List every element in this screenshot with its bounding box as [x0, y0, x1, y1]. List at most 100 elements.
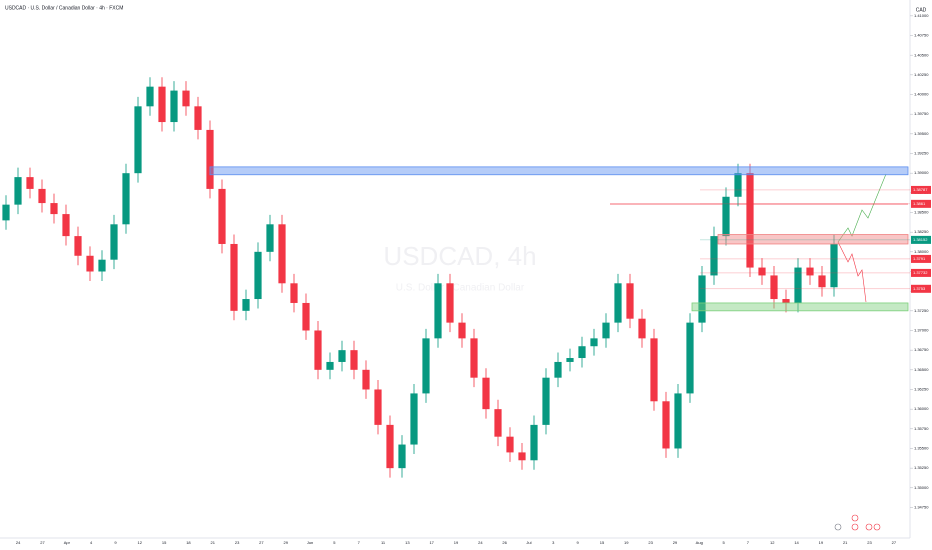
candle-body: [818, 275, 826, 288]
price-tag-label: 1.3753: [913, 286, 926, 291]
candle-body: [530, 424, 538, 461]
x-tick-label: 18: [186, 540, 191, 545]
candle-body: [662, 401, 670, 449]
candle-body: [806, 267, 814, 276]
candle-body: [242, 299, 250, 311]
x-tick-label: 12: [138, 540, 143, 545]
y-tick-label: 1.39000: [914, 170, 929, 175]
candle-body: [710, 236, 718, 276]
candle-body: [362, 369, 370, 390]
y-tick-label: 1.38500: [914, 210, 929, 215]
x-tick-label: 5: [722, 540, 725, 545]
candle-body: [290, 283, 298, 303]
candle-body: [74, 236, 82, 256]
x-tick-label: 29: [673, 540, 678, 545]
candle-body: [338, 350, 346, 362]
candle-body: [482, 377, 490, 410]
bearish-projection: [837, 241, 867, 303]
candle-body: [830, 243, 838, 288]
x-tick-label: 19: [819, 540, 824, 545]
candle-body: [674, 393, 682, 449]
candle-body: [590, 338, 598, 347]
event-icon: [834, 523, 842, 531]
candle-body: [386, 424, 394, 469]
y-tick-label: 1.35750: [914, 426, 929, 431]
x-tick-label: 15: [600, 540, 605, 545]
y-tick-label: 1.39250: [914, 151, 929, 156]
x-tick-label: 7: [747, 540, 750, 545]
candle-body: [782, 299, 790, 303]
price-tag-label: 1.38152: [913, 237, 928, 242]
candle-body: [62, 214, 70, 237]
candle-body: [650, 338, 658, 402]
candle-body: [194, 106, 202, 130]
candle-body: [758, 267, 766, 276]
zone: [717, 234, 909, 245]
x-tick-label: 24: [16, 540, 21, 545]
x-tick-label: 3: [552, 540, 555, 545]
candle-body: [98, 259, 106, 272]
candle-body: [722, 196, 730, 237]
candle-body: [566, 358, 574, 362]
price-tag-label: 1.37732: [913, 270, 928, 275]
event-icon: [851, 523, 859, 531]
candle-body: [518, 452, 526, 461]
price-tag: [911, 185, 931, 194]
y-tick-label: 1.39750: [914, 111, 929, 116]
x-tick-label: Jul: [526, 540, 531, 545]
x-tick-label: 5: [333, 540, 336, 545]
candle-body: [2, 204, 10, 221]
x-tick-label: 21: [211, 540, 216, 545]
x-tick-label: 19: [624, 540, 629, 545]
candle-body: [686, 322, 694, 394]
x-tick-label: 14: [794, 540, 799, 545]
watermark-subtitle: U.S. Dollar / Canadian Dollar: [396, 283, 525, 294]
candle-body: [638, 318, 646, 339]
x-tick-label: 23: [867, 540, 872, 545]
x-tick-label: 11: [381, 540, 386, 545]
candle-body: [470, 338, 478, 378]
candle-body: [770, 275, 778, 300]
y-tick-label: 1.36250: [914, 387, 929, 392]
candle-body: [170, 90, 178, 123]
candle-body: [794, 267, 802, 303]
y-tick-label: 1.40750: [914, 33, 929, 38]
candle-body: [230, 243, 238, 311]
x-tick-label: 29: [284, 540, 289, 545]
candle-body: [410, 393, 418, 445]
x-tick-label: Jun: [307, 540, 313, 545]
price-tag-label: 1.38787: [913, 187, 928, 192]
y-tick-label: 1.35000: [914, 485, 929, 490]
x-tick-label: 13: [405, 540, 410, 545]
chart-title: USDCAD · U.S. Dollar / Canadian Dollar ·…: [5, 5, 123, 11]
y-tick-label: 1.38000: [914, 249, 929, 254]
candle-body: [218, 188, 226, 244]
candle-body: [26, 177, 34, 189]
candle-body: [254, 251, 262, 300]
candle-body: [494, 409, 502, 437]
candle-body: [746, 173, 754, 268]
currency-label: CAD: [916, 7, 927, 13]
zone: [691, 302, 909, 312]
y-tick-label: 1.40000: [914, 92, 929, 97]
x-tick-label: Aug: [696, 540, 703, 545]
candle-body: [86, 255, 94, 272]
candle-body: [14, 177, 22, 205]
candle-body: [110, 224, 118, 260]
candle-body: [398, 444, 406, 469]
x-tick-label: 26: [502, 540, 507, 545]
y-tick-label: 1.41000: [914, 13, 929, 18]
y-tick-label: 1.35250: [914, 465, 929, 470]
candle-body: [350, 350, 358, 370]
candle-body: [38, 188, 46, 204]
price-tag-label: 1.3861: [913, 201, 926, 206]
plot: [2, 77, 838, 478]
y-tick-label: 1.38250: [914, 229, 929, 234]
price-tag: [911, 199, 931, 208]
y-tick-label: 1.37250: [914, 308, 929, 313]
x-tick-label: 9: [114, 540, 117, 545]
x-tick-label: 15: [162, 540, 167, 545]
candle-body: [542, 377, 550, 425]
y-tick-label: 1.40500: [914, 52, 929, 57]
